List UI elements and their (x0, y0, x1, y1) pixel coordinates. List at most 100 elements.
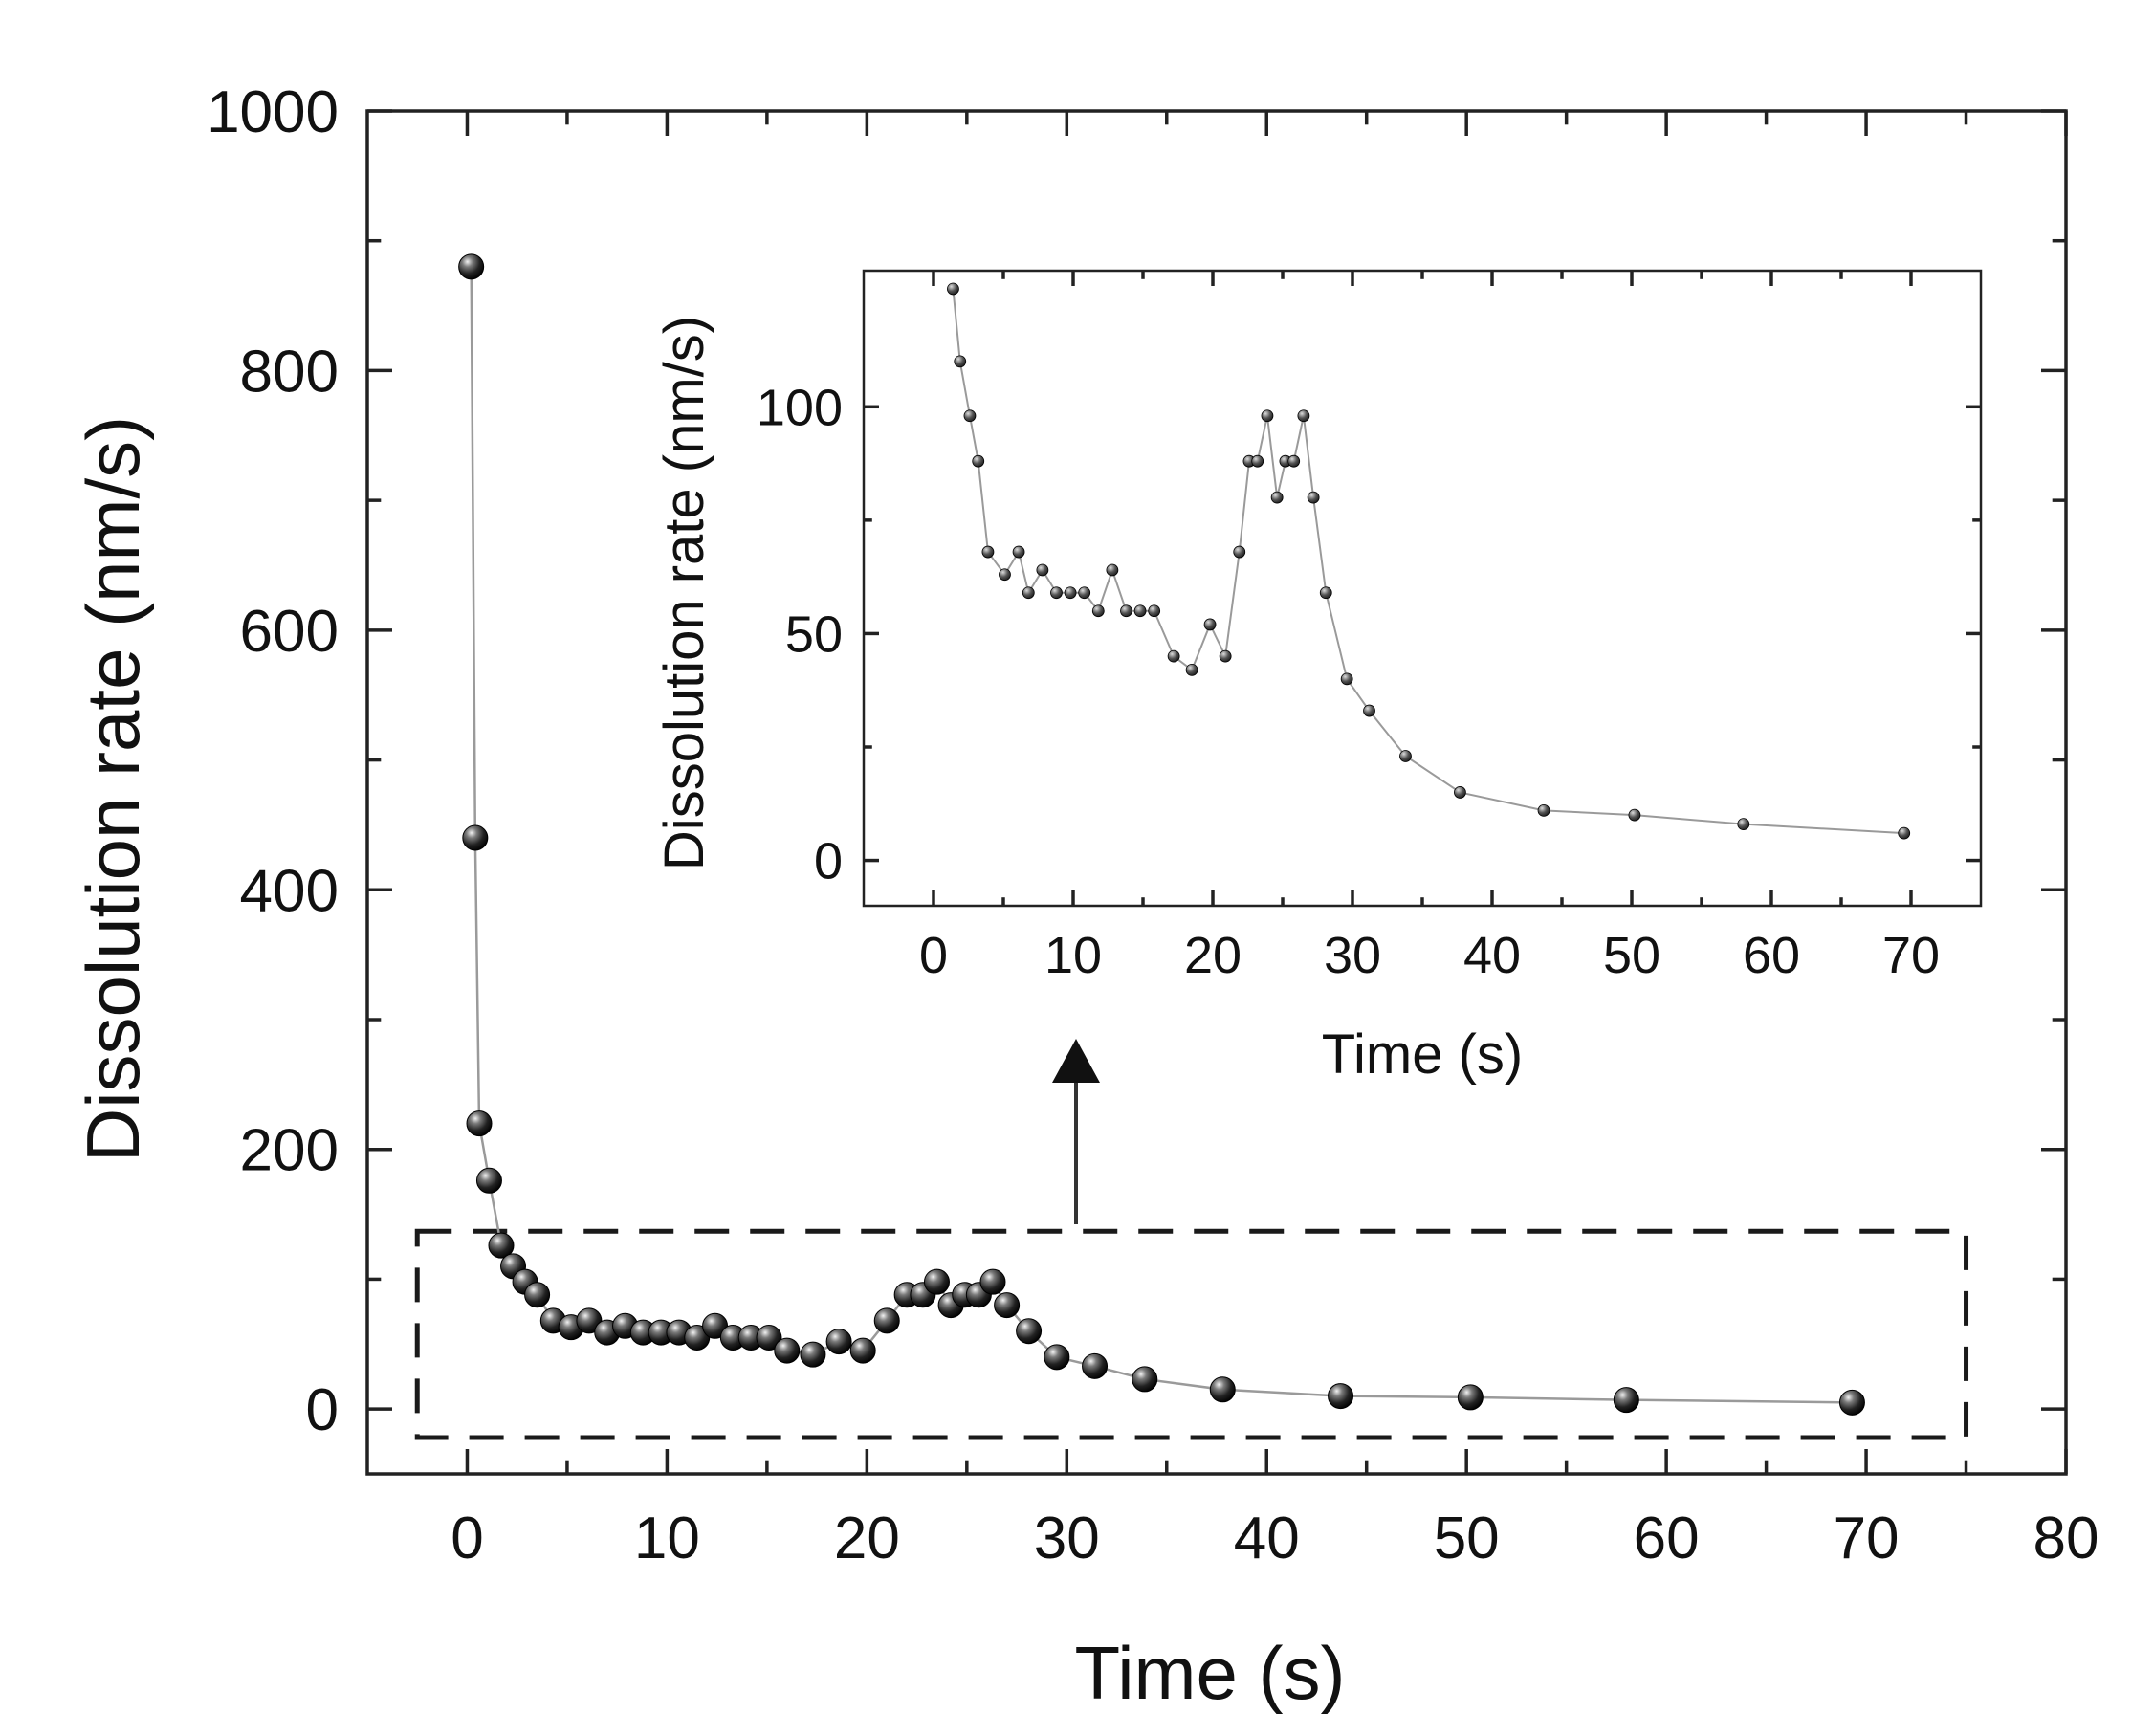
main-data-point (1328, 1383, 1354, 1410)
inset-data-point (1036, 563, 1049, 577)
main-data-point (849, 1337, 876, 1364)
inset-data-point (1287, 454, 1301, 468)
inset-data-point (1319, 586, 1332, 600)
main-x-tick-label: 60 (1634, 1505, 1700, 1571)
inset-data-point (1106, 563, 1119, 577)
inset-data-point (1399, 750, 1412, 762)
inset-data-point (1022, 586, 1035, 600)
inset-x-tick-label: 50 (1603, 927, 1660, 984)
inset-data-point (1203, 618, 1217, 631)
inset-data-point (1133, 604, 1147, 618)
inset-y-tick-label: 50 (785, 605, 843, 663)
inset-ticks (864, 271, 1981, 906)
main-plot-frame (365, 109, 2068, 1476)
main-y-tick-label: 600 (240, 599, 339, 665)
inset-data-point (981, 545, 995, 559)
inset-data-point (1012, 545, 1025, 559)
inset-x-tick-label: 40 (1463, 927, 1521, 984)
inset-data-point (963, 409, 977, 423)
main-data-point (1016, 1318, 1043, 1345)
inset-data-point (999, 568, 1011, 582)
main-data-point (576, 1307, 603, 1334)
main-data-point (756, 1325, 782, 1351)
zoom-region-box (414, 1228, 1969, 1440)
main-data-point (1457, 1384, 1484, 1411)
inset-series-points (947, 282, 1911, 840)
zoom-arrow-head (1052, 1039, 1100, 1083)
inset-data-point (954, 355, 967, 368)
inset-x-tick-label: 10 (1044, 927, 1102, 984)
main-y-tick-label: 200 (240, 1118, 339, 1184)
inset-data-point (1454, 786, 1466, 799)
inset-data-point (1898, 826, 1911, 840)
inset-data-point (1233, 545, 1246, 559)
main-data-point (466, 1110, 493, 1137)
inset-data-point (1120, 604, 1132, 618)
inset-chart: 0 10 20 30 40 50 60 70 0 50 100 Time (s) Dissoluti… (653, 269, 1983, 1086)
main-data-point (825, 1329, 852, 1355)
main-x-tick-label: 30 (1034, 1505, 1100, 1571)
inset-data-point (972, 454, 985, 468)
main-y-tick-label: 0 (306, 1377, 339, 1443)
main-data-point (873, 1307, 900, 1334)
inset-data-point (1628, 808, 1641, 822)
main-x-axis-title: Time (s) (1074, 1631, 1345, 1715)
inset-data-point (1050, 586, 1063, 600)
main-data-point (800, 1341, 826, 1368)
inset-data-point (1297, 409, 1310, 423)
inset-data-point (1363, 704, 1375, 717)
main-x-tick-label: 70 (1834, 1505, 1900, 1571)
inset-data-point (1537, 804, 1550, 817)
inset-y-tick-label: 100 (757, 379, 843, 436)
inset-data-point (1340, 672, 1353, 686)
main-data-point (1209, 1376, 1236, 1403)
main-data-point (462, 824, 489, 851)
inset-data-point (1737, 818, 1750, 831)
main-x-tick-label: 0 (451, 1505, 483, 1571)
inset-x-tick-label: 0 (919, 927, 948, 984)
main-y-tick-label: 1000 (207, 79, 339, 145)
inset-data-point (1307, 491, 1320, 504)
main-series-points (458, 253, 1865, 1416)
main-x-tick-label: 10 (634, 1505, 700, 1571)
main-data-point (1132, 1366, 1158, 1393)
main-data-point (684, 1325, 711, 1351)
main-data-point (488, 1232, 515, 1259)
main-x-tick-label: 50 (1434, 1505, 1500, 1571)
main-ticks (367, 109, 2068, 1474)
main-data-point (1044, 1344, 1070, 1371)
main-data-point (774, 1337, 801, 1364)
main-y-axis-title: Dissolution rate (nm/s) (71, 416, 155, 1162)
inset-data-point (1167, 649, 1180, 663)
inset-background (864, 271, 1981, 906)
main-data-point (524, 1282, 551, 1308)
main-data-point (702, 1312, 729, 1339)
inset-data-point (947, 282, 959, 296)
main-data-point (1082, 1352, 1109, 1379)
inset-data-point (1148, 604, 1161, 618)
zoom-arrow (1052, 1039, 1100, 1224)
main-data-point (994, 1292, 1021, 1319)
inset-x-tick-label: 60 (1743, 927, 1800, 984)
main-data-point (475, 1167, 502, 1194)
main-y-tick-label: 400 (240, 858, 339, 924)
inset-y-axis-title: Dissolution rate (nm/s) (653, 316, 715, 870)
main-y-tick-label: 800 (240, 339, 339, 405)
inset-data-point (1270, 491, 1284, 504)
main-x-tick-label: 40 (1234, 1505, 1300, 1571)
inset-data-point (1064, 586, 1077, 600)
inset-x-tick-label: 70 (1882, 927, 1940, 984)
main-data-point (979, 1268, 1006, 1295)
inset-data-point (1251, 454, 1264, 468)
inset-y-tick-label: 0 (814, 833, 843, 890)
main-data-point (458, 253, 485, 280)
inset-data-point (1091, 604, 1105, 618)
inset-data-point (1219, 649, 1232, 663)
main-x-tick-label: 20 (834, 1505, 900, 1571)
main-data-point (1838, 1389, 1865, 1416)
inset-x-tick-label: 20 (1184, 927, 1242, 984)
inset-data-point (1078, 586, 1091, 600)
inset-data-point (1185, 663, 1198, 676)
